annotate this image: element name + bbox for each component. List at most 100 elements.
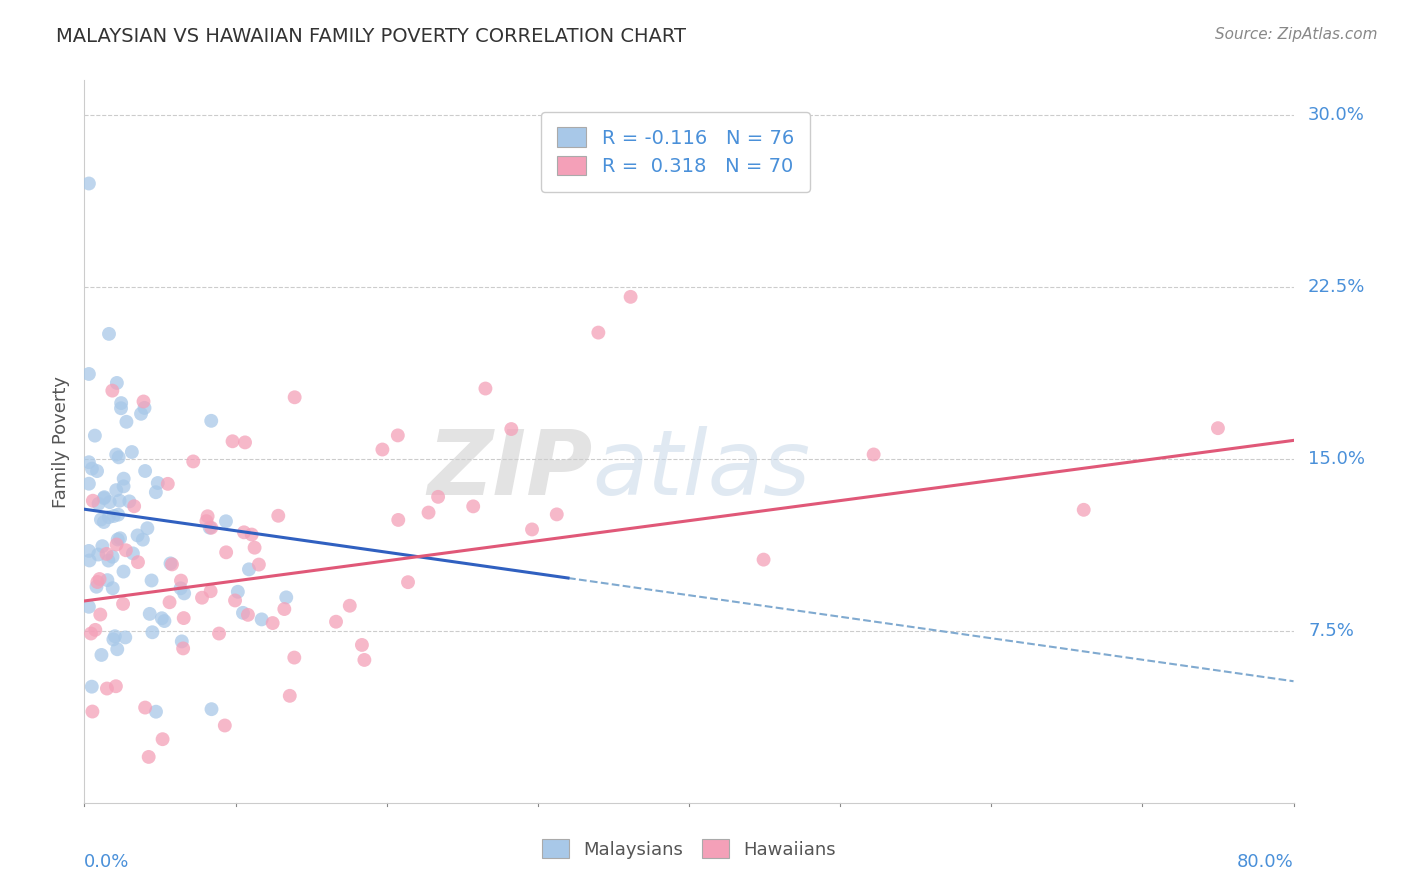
Point	[238, 562, 260, 576]
Point	[96, 573, 118, 587]
Point	[138, 607, 160, 621]
Legend: Malaysians, Hawaiians: Malaysians, Hawaiians	[534, 832, 844, 866]
Point	[108, 531, 131, 545]
Point	[520, 523, 543, 537]
Point	[240, 527, 263, 541]
Point	[115, 543, 138, 558]
Point	[89, 572, 111, 586]
Point	[160, 558, 183, 572]
Point	[80, 626, 103, 640]
Point	[134, 464, 156, 478]
Point	[90, 648, 112, 662]
Point	[232, 606, 254, 620]
Point	[93, 491, 115, 505]
Point	[110, 396, 132, 410]
Point	[200, 414, 222, 428]
Point	[197, 509, 219, 524]
Text: 22.5%: 22.5%	[1308, 277, 1365, 296]
Point	[96, 681, 118, 696]
Point	[200, 521, 222, 535]
Point	[93, 490, 115, 504]
Point	[104, 629, 127, 643]
Point	[387, 513, 409, 527]
Point	[169, 582, 191, 596]
Point	[145, 705, 167, 719]
Point	[127, 555, 149, 569]
Point	[105, 376, 128, 390]
Text: ZIP: ZIP	[427, 426, 592, 515]
Point	[103, 508, 125, 523]
Point	[141, 574, 163, 588]
Point	[110, 401, 132, 416]
Text: 80.0%: 80.0%	[1237, 854, 1294, 871]
Point	[91, 539, 114, 553]
Point	[546, 508, 568, 522]
Point	[105, 483, 128, 497]
Point	[350, 638, 373, 652]
Point	[114, 631, 136, 645]
Point	[173, 611, 195, 625]
Point	[153, 614, 176, 628]
Point	[862, 447, 884, 461]
Point	[172, 641, 194, 656]
Point	[181, 454, 204, 468]
Point	[159, 595, 181, 609]
Point	[159, 557, 181, 571]
Point	[83, 428, 105, 442]
Text: MALAYSIAN VS HAWAIIAN FAMILY POVERTY CORRELATION CHART: MALAYSIAN VS HAWAIIAN FAMILY POVERTY COR…	[56, 27, 686, 45]
Point	[247, 558, 270, 572]
Y-axis label: Family Poverty: Family Poverty	[52, 376, 70, 508]
Point	[387, 428, 409, 442]
Point	[156, 476, 179, 491]
Point	[107, 508, 129, 522]
Point	[145, 485, 167, 500]
Text: 7.5%: 7.5%	[1308, 622, 1354, 640]
Point	[273, 602, 295, 616]
Point	[101, 549, 124, 564]
Point	[89, 607, 111, 622]
Point	[86, 580, 108, 594]
Point	[86, 464, 108, 478]
Point	[195, 514, 218, 528]
Point	[118, 494, 141, 508]
Point	[1073, 503, 1095, 517]
Point	[221, 434, 243, 449]
Point	[77, 544, 100, 558]
Point	[84, 623, 107, 637]
Point	[87, 548, 110, 562]
Point	[105, 642, 128, 657]
Point	[278, 689, 301, 703]
Point	[101, 384, 124, 398]
Point	[134, 401, 156, 415]
Point	[98, 495, 121, 509]
Point	[80, 680, 103, 694]
Point	[214, 718, 236, 732]
Point	[112, 565, 135, 579]
Point	[97, 553, 120, 567]
Text: atlas: atlas	[592, 426, 810, 515]
Point	[77, 476, 100, 491]
Point	[371, 442, 394, 457]
Point	[105, 448, 128, 462]
Text: Source: ZipAtlas.com: Source: ZipAtlas.com	[1215, 27, 1378, 42]
Point	[474, 382, 496, 396]
Point	[104, 679, 127, 693]
Point	[236, 607, 259, 622]
Point	[150, 611, 173, 625]
Point	[588, 326, 610, 340]
Point	[243, 541, 266, 555]
Point	[77, 367, 100, 381]
Point	[77, 455, 100, 469]
Point	[262, 615, 284, 630]
Text: 0.0%: 0.0%	[84, 854, 129, 871]
Point	[752, 552, 775, 566]
Point	[112, 597, 135, 611]
Point	[79, 553, 101, 567]
Point	[198, 521, 221, 535]
Point	[105, 537, 128, 551]
Point	[276, 591, 298, 605]
Point	[112, 472, 135, 486]
Point	[1206, 421, 1229, 435]
Point	[226, 584, 249, 599]
Point	[325, 615, 347, 629]
